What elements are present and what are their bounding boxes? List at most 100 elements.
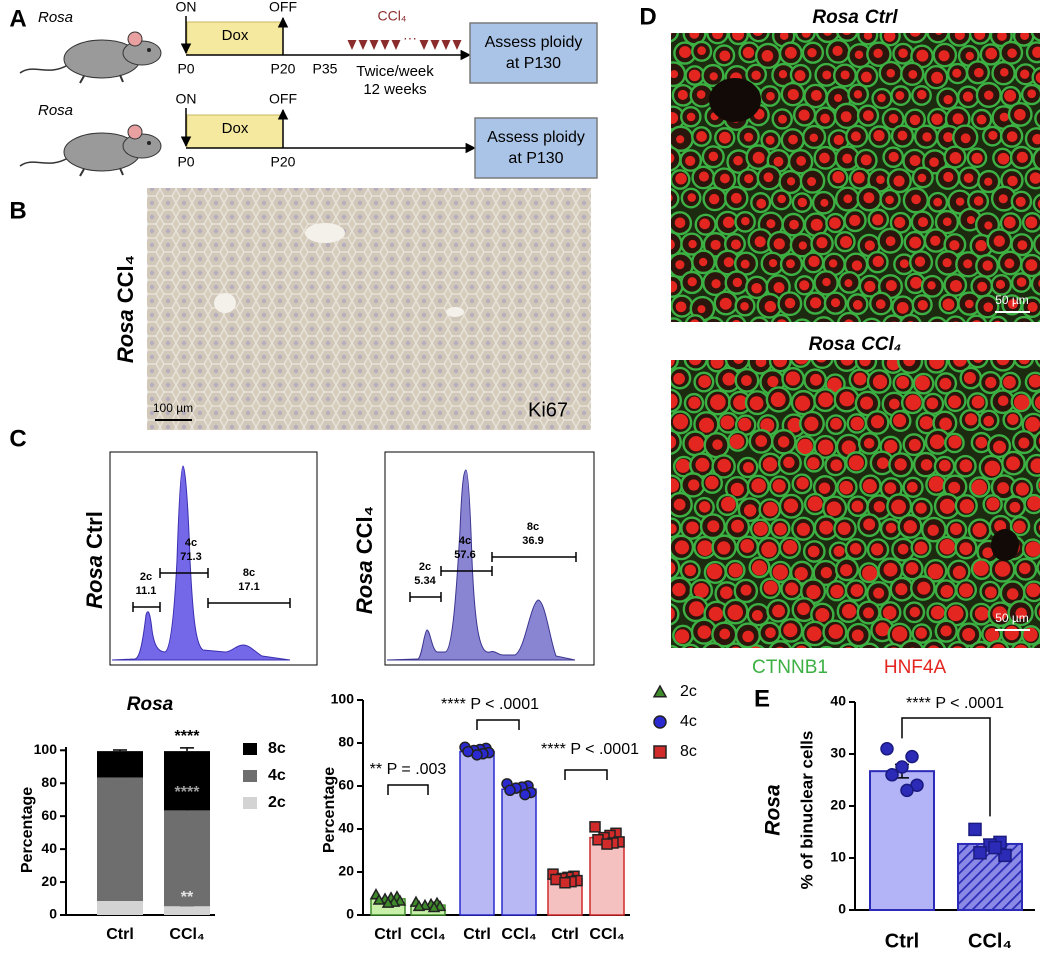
nucleus	[952, 565, 966, 579]
nucleus	[1025, 541, 1040, 557]
nucleus	[885, 236, 896, 247]
x-tick-label: CCl₄	[410, 926, 445, 943]
nucleus	[959, 583, 974, 598]
bar-segment	[164, 751, 210, 811]
label: Rosa	[38, 102, 73, 119]
mouse-legs	[79, 74, 124, 84]
nucleus	[896, 301, 909, 314]
panel-label: E	[754, 685, 770, 712]
nucleus	[810, 218, 823, 231]
nucleus	[972, 320, 982, 322]
label: HNF4A	[884, 657, 947, 678]
label: 17.1	[238, 581, 259, 593]
nucleus	[732, 33, 745, 41]
nucleus	[885, 195, 894, 205]
nucleus	[903, 520, 917, 534]
cell	[1035, 477, 1040, 494]
significance-bracket	[476, 719, 520, 730]
nucleus	[962, 91, 974, 102]
cell	[810, 360, 834, 369]
nucleus	[841, 440, 856, 455]
label: Assess ploidy	[485, 34, 583, 51]
nucleus	[686, 521, 699, 535]
nucleus	[794, 360, 809, 365]
nucleus	[886, 360, 901, 371]
nucleus	[974, 606, 989, 621]
data-point	[885, 768, 899, 782]
label: 50 µm	[995, 293, 1029, 307]
nucleus	[897, 543, 909, 555]
nucleus	[710, 324, 718, 332]
bar	[589, 836, 625, 916]
mouse-eye	[147, 48, 151, 52]
nucleus	[751, 560, 768, 576]
cell	[768, 640, 793, 648]
nucleus	[1016, 277, 1027, 287]
cell	[702, 641, 725, 648]
nucleus	[717, 458, 731, 473]
nucleus	[789, 219, 799, 230]
nucleus	[844, 647, 853, 648]
nucleus	[851, 500, 864, 513]
nucleus	[707, 520, 720, 533]
nucleus	[884, 482, 897, 494]
nucleus	[926, 397, 939, 410]
nucleus	[942, 217, 952, 227]
cell	[1030, 272, 1040, 296]
nucleus	[1039, 360, 1040, 362]
nucleus	[998, 194, 1008, 204]
nucleus	[911, 194, 921, 205]
annotation: **** P < .0001	[441, 696, 539, 713]
nucleus	[687, 193, 697, 202]
y-tick-label: 0	[838, 901, 846, 917]
nucleus	[671, 153, 675, 164]
legend-label: 2c	[680, 683, 697, 700]
nucleus	[705, 475, 719, 490]
nucleus	[832, 171, 845, 184]
nucleus	[772, 564, 788, 580]
cell	[671, 317, 683, 322]
cell	[671, 517, 682, 539]
nucleus	[1027, 301, 1038, 313]
nucleus	[763, 580, 778, 595]
nucleus	[743, 462, 754, 473]
injection-marker	[419, 40, 429, 50]
nucleus	[773, 156, 784, 167]
nucleus	[975, 240, 987, 252]
cell	[671, 230, 683, 258]
cell	[671, 188, 680, 210]
nucleus	[837, 522, 851, 535]
label: Twice/week	[356, 63, 434, 80]
nucleus	[710, 394, 726, 410]
nucleus	[677, 89, 688, 100]
cell	[683, 360, 708, 371]
nucleus	[783, 456, 795, 469]
nucleus	[717, 541, 731, 555]
nucleus	[943, 94, 953, 105]
nucleus	[684, 564, 697, 577]
nucleus	[672, 414, 689, 430]
y-tick-label: 100	[331, 691, 355, 707]
y-tick-label: 10	[830, 849, 846, 865]
nucleus	[1026, 583, 1040, 598]
cell	[1044, 412, 1050, 434]
nucleus	[894, 458, 907, 471]
data-point	[905, 749, 919, 764]
y-tick-label: 0	[346, 906, 354, 922]
nucleus	[766, 91, 775, 101]
nucleus	[1037, 647, 1049, 659]
cell	[1035, 360, 1040, 368]
nucleus	[697, 305, 706, 314]
nucleus	[832, 45, 843, 57]
cell	[1037, 319, 1040, 322]
nucleus	[974, 67, 984, 78]
nucleus	[830, 459, 843, 472]
nucleus	[697, 625, 712, 639]
nucleus	[1022, 321, 1027, 322]
nucleus	[673, 498, 686, 511]
label: 2c	[419, 561, 431, 573]
condition: CCl₄	[113, 255, 138, 303]
nucleus	[883, 33, 896, 42]
nucleus	[722, 216, 735, 229]
